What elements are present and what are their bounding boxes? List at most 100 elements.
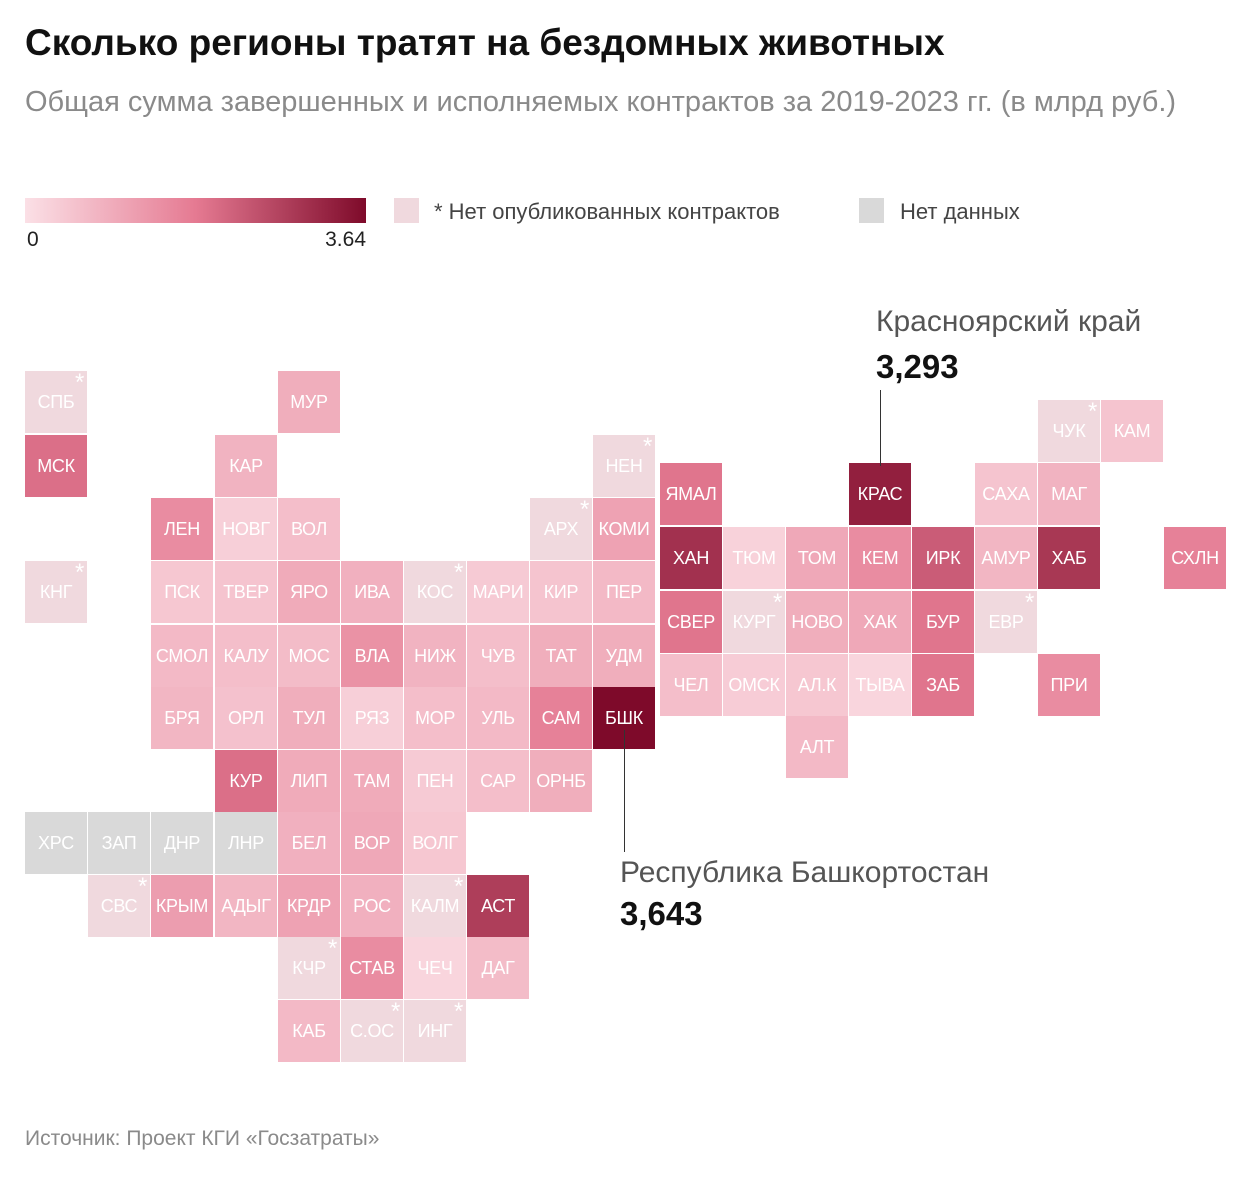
region-label: ЧУВ	[480, 645, 516, 666]
region-tile-НОВО: НОВО	[786, 591, 848, 653]
region-tile-БЕЛ: БЕЛ	[278, 812, 340, 874]
region-tile-ВОЛГ: ВОЛГ	[404, 812, 466, 874]
region-tile-КАЛУ: КАЛУ	[215, 625, 277, 687]
region-label: НОВГ	[222, 518, 270, 539]
region-tile-ПЕН: ПЕН	[404, 750, 466, 812]
no-contracts-label: * Нет опубликованных контрактов	[434, 199, 780, 224]
region-tile-ЧЕЧ: ЧЕЧ	[404, 937, 466, 999]
region-tile-СПБ: СПБ *	[25, 371, 87, 433]
region-tile-КЕМ: КЕМ	[849, 527, 911, 589]
region-label: ЕВР	[988, 611, 1024, 632]
region-label: МОС	[288, 645, 330, 666]
region-label: ОМСК	[728, 674, 780, 695]
region-tile-ПСК: ПСК	[151, 561, 213, 623]
region-tile-ВОР: ВОР	[341, 812, 403, 874]
no-contracts-asterisk: *	[453, 559, 463, 586]
region-tile-ОМСК: ОМСК	[723, 654, 785, 716]
region-label: ХАБ	[1051, 547, 1087, 568]
region-label: ТАМ	[353, 770, 391, 791]
region-label: КУРГ	[732, 611, 776, 632]
region-tile-ЛИП: ЛИП	[278, 750, 340, 812]
region-label: ОРНБ	[536, 770, 586, 791]
region-tile-КАБ: КАБ	[278, 1000, 340, 1062]
no-data-swatch	[859, 198, 884, 223]
region-tile-БУР: БУР	[912, 591, 974, 653]
region-tile-ХАБ: ХАБ	[1038, 527, 1100, 589]
region-tile-ПРИ: ПРИ	[1038, 654, 1100, 716]
region-label: КРЫМ	[155, 895, 209, 916]
region-label: МОР	[414, 707, 456, 728]
no-contracts-asterisk: *	[74, 369, 84, 396]
region-label: ЗАП	[101, 832, 137, 853]
region-tile-МУР: МУР	[278, 371, 340, 433]
region-tile-ИВА: ИВА	[341, 561, 403, 623]
region-tile-ЗАБ: ЗАБ	[912, 654, 974, 716]
region-tile-УДМ: УДМ	[593, 625, 655, 687]
no-contracts-asterisk: *	[1087, 398, 1097, 425]
region-label: КАМ	[1113, 420, 1151, 441]
region-label: ЛЕН	[164, 518, 200, 539]
no-contracts-asterisk: *	[327, 935, 337, 962]
region-label: КИР	[543, 581, 579, 602]
region-tile-ПЕР: ПЕР	[593, 561, 655, 623]
region-label: ВОЛГ	[412, 832, 458, 853]
region-tile-ЧУВ: ЧУВ	[467, 625, 529, 687]
region-tile-ТУЛ: ТУЛ	[278, 687, 340, 749]
region-tile-МАГ: МАГ	[1038, 463, 1100, 525]
region-label: КУР	[229, 770, 263, 791]
region-label: БШК	[605, 707, 643, 728]
region-label: КЧР	[292, 957, 326, 978]
region-tile-КУРГ: КУРГ *	[723, 591, 785, 653]
region-label: ХРС	[38, 832, 74, 853]
no-contracts-asterisk: *	[390, 998, 400, 1025]
region-label: ЗАБ	[926, 674, 960, 695]
region-label: ТВЕР	[223, 581, 269, 602]
region-label: СХЛН	[1171, 547, 1219, 568]
region-label: АДЫГ	[221, 895, 271, 916]
region-tile-ИРК: ИРК	[912, 527, 974, 589]
region-tile-ОРЛ: ОРЛ	[215, 687, 277, 749]
region-tile-КАР: КАР	[215, 435, 277, 497]
region-tile-КРАС: КРАС	[849, 463, 911, 525]
region-tile-ТОМ: ТОМ	[786, 527, 848, 589]
region-label: КАР	[229, 455, 263, 476]
region-label: НЕН	[605, 455, 643, 476]
no-contracts-asterisk: *	[453, 998, 463, 1025]
region-label: ТУЛ	[292, 707, 326, 728]
region-label: УЛЬ	[481, 707, 515, 728]
region-tile-КЧР: КЧР *	[278, 937, 340, 999]
region-tile-МОР: МОР	[404, 687, 466, 749]
region-label: МАРИ	[472, 581, 524, 602]
region-label: НОВО	[791, 611, 843, 632]
region-label: ИРК	[925, 547, 961, 568]
region-tile-КУР: КУР	[215, 750, 277, 812]
region-tile-ЛЕН: ЛЕН	[151, 498, 213, 560]
region-tile-С.ОС: С.ОС *	[341, 1000, 403, 1062]
region-tile-НИЖ: НИЖ	[404, 625, 466, 687]
region-tile-АДЫГ: АДЫГ	[215, 875, 277, 937]
callout-bashkortostan-name: Республика Башкортостан	[620, 856, 990, 889]
region-tile-НОВГ: НОВГ	[215, 498, 277, 560]
region-tile-АСТ: АСТ	[467, 875, 529, 937]
region-label: ЯМАЛ	[665, 483, 717, 504]
callout-bashkortostan-value: 3,643	[620, 895, 703, 932]
region-label: АЛ.К	[797, 674, 837, 695]
region-tile-ДНР: ДНР	[151, 812, 213, 874]
region-label: САР	[480, 770, 516, 791]
region-tile-АЛ.К: АЛ.К	[786, 654, 848, 716]
region-label: ЛНР	[228, 832, 264, 853]
legend-max-label: 3.64	[325, 228, 366, 251]
region-tile-ЧЕЛ: ЧЕЛ	[660, 654, 722, 716]
legend-min-label: 0	[27, 228, 39, 251]
no-contracts-swatch	[394, 198, 419, 223]
region-label: ЯРО	[290, 581, 328, 602]
region-label: С.ОС	[350, 1020, 394, 1041]
region-label: ХАН	[672, 547, 710, 568]
region-label: ПСК	[164, 581, 200, 602]
region-label: МУР	[290, 391, 328, 412]
region-label: САМ	[541, 707, 581, 728]
region-label: КРАС	[857, 483, 903, 504]
region-tile-ДАГ: ДАГ	[467, 937, 529, 999]
region-label: РЯЗ	[354, 707, 390, 728]
region-label: СВЕР	[667, 611, 715, 632]
